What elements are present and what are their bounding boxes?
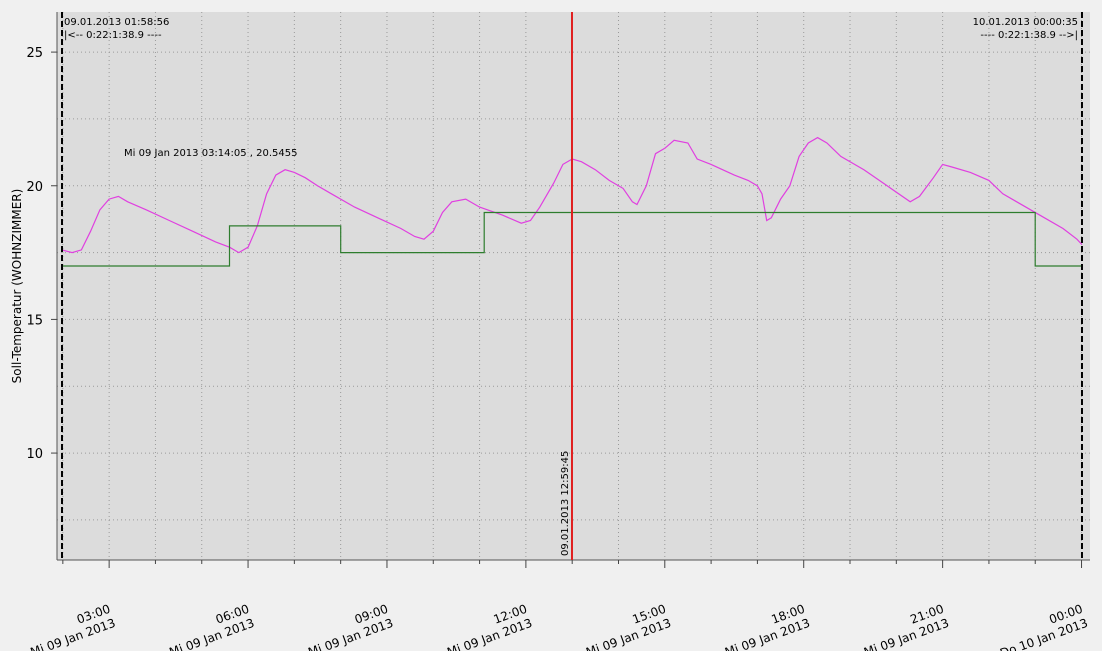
plot-background — [57, 12, 1090, 560]
series-actual-temperature — [61, 136, 1083, 254]
y-tick-label: 25 — [26, 46, 43, 61]
y-axis-ticks: 10 15 20 25 — [26, 46, 57, 462]
x-tick-date: Mi 09 Jan 2013 — [306, 616, 395, 651]
right-bound-date: 10.01.2013 00:00:35 — [973, 17, 1078, 28]
point-annotation: Mi 09 Jan 2013 03:14:05 , 20.5455 — [124, 148, 298, 159]
x-tick-date: Mi 09 Jan 2013 — [584, 616, 673, 651]
y-axis-label: Soll-Temperatur (WOHNZIMMER) — [10, 189, 24, 384]
x-tick-date: Mi 09 Jan 2013 — [862, 616, 951, 651]
x-tick-date: Mi 09 Jan 2013 — [28, 616, 117, 651]
left-bound-date: 09.01.2013 01:58:56 — [64, 17, 169, 28]
y-tick-label: 20 — [26, 180, 43, 195]
left-bound-duration: |<-- 0:22:1:38.9 ---- — [64, 30, 162, 41]
x-tick-date: Do 10 Jan 2013 — [998, 616, 1090, 651]
series-target-temperature — [62, 211, 1082, 267]
right-bound-duration: ---- 0:22:1:38.9 -->| — [980, 30, 1078, 41]
y-tick-label: 10 — [26, 447, 43, 462]
series-layer — [61, 136, 1083, 267]
x-tick-date: Mi 09 Jan 2013 — [167, 616, 256, 651]
y-tick-label: 15 — [26, 313, 43, 328]
cursor-label: 09.01.2013 12:59:45 — [560, 451, 571, 556]
x-tick-date: Mi 09 Jan 2013 — [445, 616, 534, 651]
x-tick-date: Mi 09 Jan 2013 — [723, 616, 812, 651]
grid — [56, 12, 1090, 561]
minor-ticks — [62, 560, 1083, 568]
